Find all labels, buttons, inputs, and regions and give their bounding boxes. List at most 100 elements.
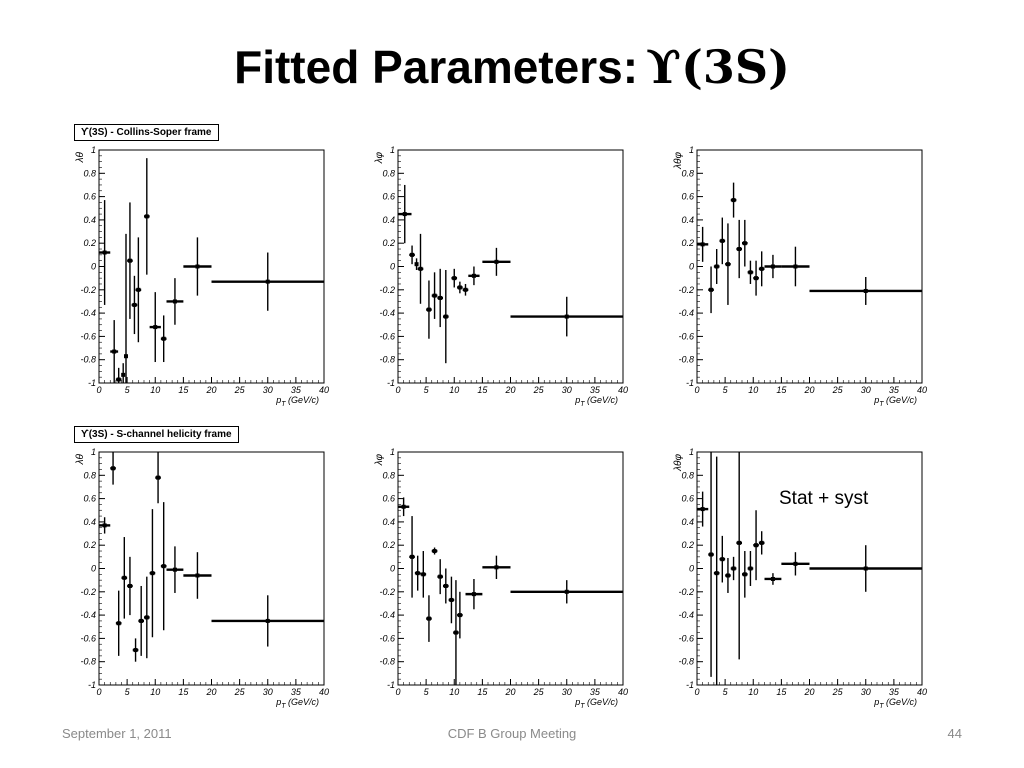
point-marker bbox=[770, 264, 775, 269]
point-marker bbox=[136, 287, 141, 292]
y-tick-label: 0 bbox=[689, 262, 694, 272]
y-tick-label: 0.2 bbox=[83, 540, 96, 550]
data-point bbox=[155, 452, 161, 504]
y-tick-label: 0 bbox=[390, 262, 395, 272]
x-axis-title: pT (GeV/c) bbox=[275, 697, 319, 710]
y-axis-title: λφ bbox=[374, 454, 385, 467]
x-tick-label: 20 bbox=[803, 385, 814, 395]
data-point bbox=[457, 591, 463, 639]
data-point bbox=[132, 638, 139, 662]
point-marker bbox=[754, 276, 759, 281]
point-marker bbox=[124, 354, 128, 359]
footer-page-number: 44 bbox=[947, 726, 962, 741]
y-tick-label: -1 bbox=[88, 378, 96, 388]
x-tick-label: 10 bbox=[449, 687, 459, 697]
point-marker bbox=[265, 279, 270, 284]
point-marker bbox=[415, 571, 420, 576]
x-tick-label: 5 bbox=[125, 687, 131, 697]
data-point bbox=[747, 551, 754, 586]
x-tick-label: 25 bbox=[533, 687, 545, 697]
y-tick-label: 0.2 bbox=[681, 238, 694, 248]
data-point bbox=[742, 551, 748, 598]
point-marker bbox=[452, 276, 457, 281]
x-tick-label: 30 bbox=[263, 687, 273, 697]
data-point bbox=[482, 555, 511, 579]
data-point bbox=[398, 184, 412, 244]
data-point bbox=[160, 502, 167, 631]
point-marker bbox=[438, 574, 443, 579]
y-tick-label: -0.4 bbox=[80, 308, 96, 318]
point-marker bbox=[426, 616, 431, 621]
point-marker bbox=[116, 377, 121, 382]
data-point bbox=[462, 283, 469, 296]
point-marker bbox=[564, 314, 569, 319]
data-point bbox=[510, 580, 623, 604]
x-axis-title: pT (GeV/c) bbox=[873, 395, 917, 408]
y-tick-label: 0.4 bbox=[83, 517, 96, 527]
data-point bbox=[443, 269, 449, 364]
point-marker bbox=[410, 252, 415, 257]
y-tick-label: -0.8 bbox=[678, 355, 694, 365]
data-point bbox=[124, 233, 128, 383]
y-axis-title: λφ bbox=[374, 152, 385, 165]
y-tick-label: 0.4 bbox=[382, 215, 395, 225]
plot-panel-0: -1-0.8-0.6-0.4-0.200.20.40.60.810 5 10 15 20… bbox=[75, 145, 329, 408]
plot-panel-4: -1-0.8-0.6-0.4-0.200.20.40.60.810 5 10 15 20… bbox=[374, 447, 628, 710]
y-tick-label: 0.6 bbox=[382, 192, 395, 202]
data-point bbox=[127, 556, 133, 616]
data-point bbox=[127, 202, 133, 319]
data-point bbox=[409, 245, 415, 265]
x-tick-label: 25 bbox=[832, 687, 844, 697]
y-axis-title: λθ bbox=[75, 151, 86, 163]
point-marker bbox=[116, 621, 121, 626]
x-tick-label: 35 bbox=[291, 687, 302, 697]
data-point bbox=[730, 556, 737, 581]
data-point bbox=[809, 545, 922, 592]
y-tick-label: 0.8 bbox=[382, 168, 395, 178]
data-point bbox=[414, 555, 421, 591]
y-tick-label: -0.6 bbox=[379, 331, 395, 341]
data-point bbox=[426, 280, 432, 339]
point-marker bbox=[494, 565, 499, 570]
point-marker bbox=[725, 573, 730, 578]
data-point bbox=[736, 219, 742, 279]
x-tick-label: 35 bbox=[291, 385, 302, 395]
data-point bbox=[457, 281, 463, 294]
point-marker bbox=[720, 557, 725, 562]
slide-title-symbol: ϒ(3S) bbox=[646, 40, 790, 94]
data-point bbox=[99, 517, 111, 534]
x-tick-label: 30 bbox=[861, 687, 871, 697]
plot-panel-2: -1-0.8-0.6-0.4-0.200.20.40.60.810 5 10 15 20… bbox=[673, 145, 927, 408]
y-tick-label: 0.2 bbox=[83, 238, 96, 248]
point-marker bbox=[133, 648, 138, 653]
point-marker bbox=[457, 613, 462, 618]
x-tick-label: 25 bbox=[234, 385, 246, 395]
stat-syst-annotation: Stat + syst bbox=[779, 488, 869, 509]
data-point bbox=[398, 497, 410, 517]
point-marker bbox=[457, 285, 462, 290]
x-tick-label: 40 bbox=[917, 385, 927, 395]
data-point bbox=[426, 595, 432, 642]
data-point bbox=[697, 226, 709, 262]
point-marker bbox=[127, 583, 132, 588]
y-tick-label: 0.8 bbox=[83, 168, 96, 178]
point-marker bbox=[731, 198, 736, 203]
point-marker bbox=[195, 264, 200, 269]
data-point bbox=[764, 254, 782, 279]
point-marker bbox=[863, 566, 868, 571]
y-tick-label: -1 bbox=[387, 378, 395, 388]
x-tick-label: 20 bbox=[205, 385, 216, 395]
point-marker bbox=[161, 564, 166, 569]
x-tick-label: 25 bbox=[533, 385, 545, 395]
data-point bbox=[121, 537, 128, 619]
plot-panel-5: -1-0.8-0.6-0.4-0.200.20.40.60.810 5 10 15 20… bbox=[673, 447, 927, 710]
x-tick-label: 35 bbox=[590, 687, 601, 697]
x-tick-label: 40 bbox=[319, 385, 329, 395]
data-point bbox=[697, 491, 709, 527]
y-tick-label: -0.6 bbox=[80, 331, 96, 341]
y-tick-label: 0.2 bbox=[382, 540, 395, 550]
y-tick-label: -0.8 bbox=[80, 657, 96, 667]
x-tick-label: 15 bbox=[477, 687, 488, 697]
x-tick-label: 0 bbox=[395, 385, 400, 395]
